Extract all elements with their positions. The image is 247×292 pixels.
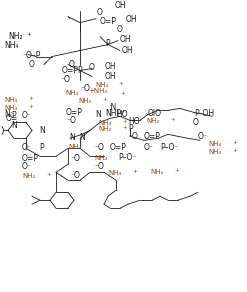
Text: NH₄: NH₄: [4, 105, 17, 112]
Text: ⁻O: ⁻O: [70, 154, 80, 163]
Text: N: N: [11, 121, 17, 130]
Text: ⁻O–P: ⁻O–P: [22, 51, 40, 60]
Text: ⁻O: ⁻O: [70, 171, 80, 180]
Text: •: •: [79, 48, 81, 53]
Text: ⁻O: ⁻O: [66, 116, 76, 125]
Text: O⁻: O⁻: [144, 143, 154, 152]
Text: NH₄: NH₄: [65, 91, 78, 96]
Text: :N: :N: [108, 103, 116, 112]
Text: ⁻O: ⁻O: [60, 75, 70, 84]
Text: N: N: [69, 133, 75, 142]
Text: NH₄: NH₄: [98, 126, 111, 132]
Text: +: +: [122, 119, 127, 124]
Text: NH₄: NH₄: [4, 98, 17, 103]
Text: HO: HO: [116, 110, 128, 119]
Text: O: O: [117, 25, 123, 34]
Text: +: +: [232, 148, 237, 153]
Text: O⁻: O⁻: [22, 111, 32, 120]
Text: O=P: O=P: [110, 143, 127, 152]
Text: ⁻O: ⁻O: [94, 162, 104, 171]
Text: NH₄: NH₄: [108, 170, 121, 176]
Text: P: P: [12, 111, 16, 120]
Text: +: +: [118, 81, 123, 86]
Text: ⁻O: ⁻O: [94, 143, 104, 152]
Text: O: O: [69, 60, 75, 69]
Text: NH₄: NH₄: [208, 149, 221, 155]
Text: NH₄: NH₄: [150, 169, 163, 175]
Text: O=: O=: [6, 114, 18, 123]
Text: +: +: [102, 97, 107, 102]
Text: +: +: [120, 91, 125, 96]
Text: +: +: [28, 96, 33, 101]
Text: O: O: [29, 60, 35, 69]
Text: +: +: [122, 125, 127, 130]
Text: NH₄: NH₄: [208, 141, 221, 147]
Text: P: P: [40, 143, 44, 152]
Text: O⁻: O⁻: [22, 162, 32, 171]
Text: OH: OH: [105, 72, 117, 81]
Text: NH₄: NH₄: [22, 173, 35, 179]
Text: N: N: [79, 133, 85, 142]
Text: O=P: O=P: [62, 66, 79, 75]
Text: OH: OH: [105, 62, 117, 71]
Text: NH₄: NH₄: [98, 120, 111, 126]
Text: +: +: [174, 168, 179, 173]
Text: +: +: [26, 32, 31, 37]
Text: +: +: [232, 140, 237, 145]
Text: ⁻O: ⁻O: [80, 84, 90, 93]
Text: P–O⁻: P–O⁻: [118, 153, 136, 162]
Text: O: O: [97, 8, 103, 17]
Text: P: P: [106, 39, 110, 48]
Text: OIO: OIO: [148, 109, 162, 118]
Text: +: +: [170, 117, 175, 122]
Text: O: O: [89, 63, 95, 72]
Text: HO: HO: [128, 117, 140, 126]
Text: N: N: [39, 126, 45, 135]
Text: O⁻: O⁻: [22, 143, 32, 152]
Text: NH₄: NH₄: [95, 82, 108, 88]
Text: O: O: [193, 118, 199, 127]
Text: NH₄: NH₄: [68, 144, 81, 150]
Text: P: P: [78, 66, 82, 75]
Text: P–O⁻: P–O⁻: [160, 143, 178, 152]
Text: O=P: O=P: [22, 154, 39, 163]
Text: NH₄: NH₄: [146, 118, 159, 124]
Text: O=P: O=P: [100, 17, 117, 26]
Text: NH₄: NH₄: [4, 41, 19, 50]
Text: NHP⁺: NHP⁺: [105, 109, 125, 118]
Text: OH: OH: [122, 46, 134, 55]
Text: +: +: [46, 172, 51, 177]
Text: +: +: [28, 104, 33, 109]
Text: N: N: [95, 110, 101, 119]
Text: OH: OH: [114, 1, 126, 10]
Text: O⁻: O⁻: [198, 132, 208, 141]
Text: ⁻O: ⁻O: [128, 132, 138, 141]
Text: NH₄: NH₄: [78, 98, 91, 105]
Text: P–OH: P–OH: [194, 109, 214, 118]
Text: OH: OH: [126, 15, 138, 24]
Text: NH₄: NH₄: [94, 155, 107, 161]
Text: OH: OH: [120, 35, 132, 44]
Text: O=P: O=P: [144, 132, 161, 141]
Text: NH₂: NH₂: [8, 32, 23, 41]
Text: O=P: O=P: [66, 108, 83, 117]
Text: N:: N:: [4, 110, 12, 119]
Text: +: +: [132, 169, 137, 174]
Text: P: P: [128, 124, 133, 133]
Text: +NH₄: +NH₄: [88, 88, 107, 94]
